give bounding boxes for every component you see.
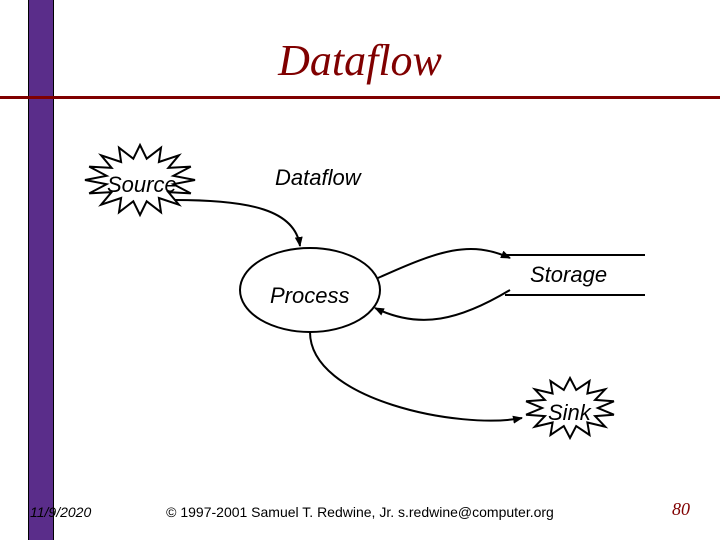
label-storage: Storage xyxy=(530,262,607,288)
slide: Dataflow SourceDataflowProcessStorageSin… xyxy=(0,0,720,540)
edge-source-to-process xyxy=(175,200,300,246)
label-process: Process xyxy=(270,283,349,309)
footer-copyright: © 1997-2001 Samuel T. Redwine, Jr. s.red… xyxy=(0,504,720,520)
label-dataflow_label: Dataflow xyxy=(275,165,361,191)
label-sink: Sink xyxy=(548,400,591,426)
label-source: Source xyxy=(107,172,177,198)
edge-process-to-storage xyxy=(378,249,510,278)
edge-process-to-sink xyxy=(310,332,522,421)
edge-storage-to-process xyxy=(375,290,510,320)
footer-page-number: 80 xyxy=(672,499,690,520)
dataflow-diagram xyxy=(0,0,720,540)
